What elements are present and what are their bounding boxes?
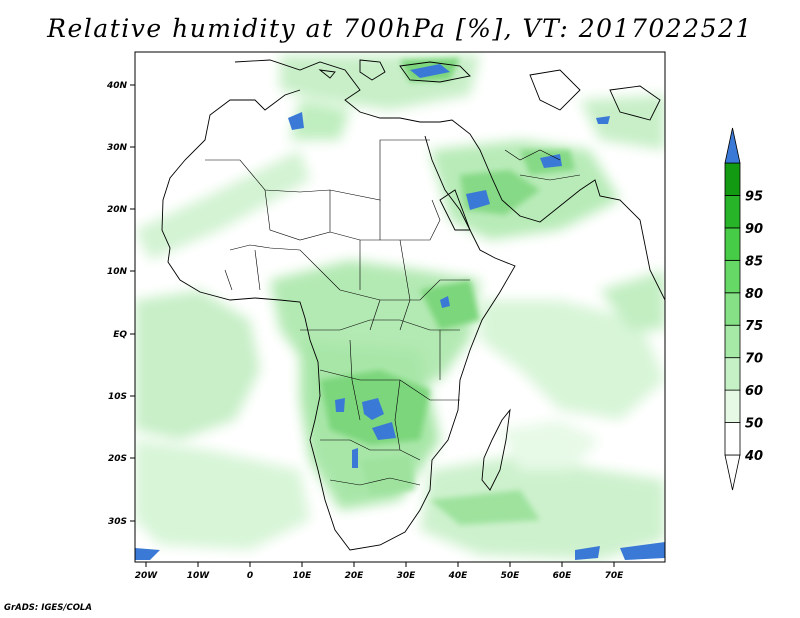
x-tick-label: 20E <box>345 571 365 581</box>
y-tick-label: 20N <box>107 205 128 215</box>
colorbar-over-arrow <box>724 127 741 164</box>
coastlines <box>161 59 665 551</box>
axis-ticks <box>130 84 615 567</box>
y-tick-label: 30N <box>107 143 128 153</box>
x-tick-label: 20W <box>135 571 159 581</box>
colorbar: 40 50 60 70 75 80 85 90 95 <box>724 127 763 491</box>
x-tick-label: 70E <box>605 571 625 581</box>
colorbar-segment <box>724 227 741 261</box>
map-title: Relative humidity at 700hPa [%], VT: 201… <box>47 14 753 43</box>
y-tick-label: 20S <box>108 454 127 464</box>
colorbar-label: 90 <box>745 222 763 237</box>
colorbar-label: 75 <box>745 319 763 334</box>
colorbar-label: 60 <box>745 384 763 399</box>
colorbar-segment <box>724 422 741 456</box>
x-tick-label: 10W <box>187 571 211 581</box>
colorbar-label: 95 <box>745 189 763 204</box>
x-tick-label: 10E <box>293 571 313 581</box>
colorbar-segment <box>724 259 741 294</box>
colorbar-label: 50 <box>745 417 763 432</box>
colorbar-segment <box>724 324 741 359</box>
colorbar-under-arrow <box>724 454 741 491</box>
saturated-patches <box>135 64 665 560</box>
y-tick-label: 30S <box>108 517 127 527</box>
x-tick-label: 0 <box>247 571 253 581</box>
colorbar-segment <box>724 195 741 229</box>
x-tick-label: 60E <box>553 571 573 581</box>
x-tick-label: 50E <box>501 571 521 581</box>
y-tick-label: 10S <box>108 392 127 402</box>
colorbar-label: 70 <box>745 352 763 367</box>
y-tick-label: 10N <box>107 267 128 277</box>
colorbar-label: 80 <box>745 287 763 302</box>
country-borders <box>205 139 581 486</box>
colorbar-label: 40 <box>744 449 763 464</box>
colorbar-segment <box>724 162 741 196</box>
x-tick-label: 40E <box>448 571 469 581</box>
y-tick-label: EQ <box>113 330 127 340</box>
humidity-field <box>135 52 665 562</box>
colorbar-segment <box>724 357 741 391</box>
colorbar-segment <box>724 389 741 423</box>
x-tick-label: 30E <box>397 571 417 581</box>
y-tick-label: 40N <box>106 81 128 91</box>
colorbar-label: 85 <box>745 254 763 269</box>
map-frame <box>134 51 666 563</box>
colorbar-segment <box>724 292 741 326</box>
grads-credit: GrADS: IGES/COLA <box>4 603 92 613</box>
